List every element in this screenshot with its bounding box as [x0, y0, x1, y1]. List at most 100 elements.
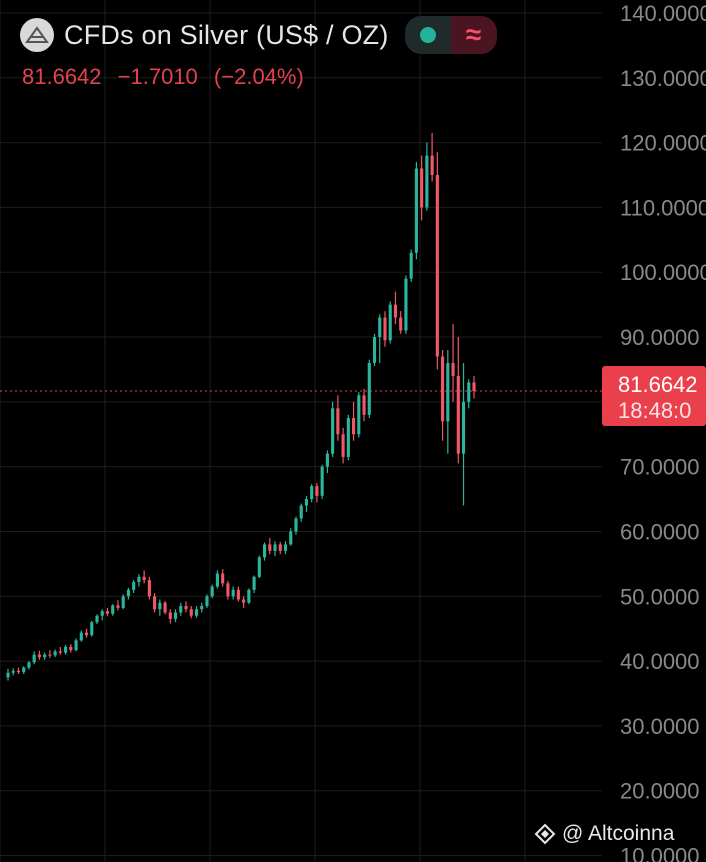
watermark-text: @ Altcoinna — [562, 822, 675, 845]
green-dot-icon[interactable] — [404, 16, 451, 54]
candle — [325, 450, 329, 474]
candle — [278, 541, 282, 555]
candle — [189, 605, 193, 619]
candle-body — [132, 582, 136, 590]
candle — [16, 667, 21, 675]
y-tick-label: 70.0000 — [620, 455, 700, 480]
candle — [310, 484, 314, 503]
candle — [200, 602, 204, 613]
y-tick-label: 110.0000 — [620, 195, 706, 220]
candle-body — [69, 646, 73, 651]
candle-body — [22, 667, 26, 673]
grid-lines — [0, 0, 602, 862]
candle-body — [137, 576, 141, 583]
candle-body — [32, 654, 36, 663]
candle-body — [48, 654, 52, 656]
candle — [388, 301, 392, 344]
candle-body — [315, 486, 319, 496]
candle — [367, 359, 371, 419]
candle-body — [231, 589, 235, 597]
y-tick-label: 10.0000 — [620, 844, 700, 862]
candle-body — [346, 418, 350, 457]
watermark: @ Altcoinna — [534, 822, 674, 846]
candle-body — [189, 609, 193, 616]
candle — [226, 580, 230, 600]
candle — [48, 650, 52, 658]
candle — [215, 570, 220, 589]
candle — [362, 388, 366, 422]
candle-body — [200, 605, 204, 610]
candle-body — [294, 518, 298, 532]
candle-body — [74, 640, 78, 651]
candle — [95, 614, 99, 625]
approx-wave-icon[interactable]: ≈ — [450, 16, 497, 54]
candle — [168, 609, 172, 624]
candle — [435, 152, 439, 370]
candle-body — [372, 337, 377, 363]
candle-body — [116, 605, 120, 608]
candle-body — [388, 304, 392, 341]
candle — [90, 620, 94, 637]
candle — [352, 401, 356, 441]
candle — [79, 630, 83, 642]
y-tick-label: 100.0000 — [620, 260, 706, 285]
candle-body — [262, 544, 267, 558]
candle — [315, 482, 319, 503]
candle-body — [393, 304, 398, 318]
y-axis[interactable]: 140.0000 130.0000 120.0000 110.0000 100.0000… — [620, 1, 706, 862]
candle — [32, 651, 36, 665]
y-tick-label: 20.0000 — [620, 779, 700, 804]
candle — [425, 142, 429, 211]
price-quote: 81.6642 −1.7010 (−2.04%) — [22, 64, 314, 90]
candle — [341, 427, 345, 464]
candle-body — [43, 654, 47, 658]
candle — [461, 362, 466, 506]
y-tick-label: 60.0000 — [620, 519, 700, 544]
candle — [357, 392, 361, 438]
candle — [247, 588, 251, 605]
candle-body — [367, 362, 371, 415]
candle-body — [304, 499, 309, 506]
candle-body — [420, 168, 424, 208]
candle — [64, 644, 68, 655]
current-price-time: 18:48:0 — [618, 398, 692, 423]
candle-body — [184, 605, 188, 610]
candle — [420, 155, 424, 221]
candle — [451, 324, 455, 402]
candle — [430, 132, 434, 182]
candle-body — [283, 544, 288, 551]
candle-body — [456, 375, 460, 454]
candle — [320, 464, 324, 500]
price-change-percent: (−2.04%) — [213, 64, 304, 89]
chart-title: CFDs on Silver (US$ / OZ) — [64, 19, 389, 50]
candle-body — [425, 155, 429, 208]
candle-body — [414, 168, 418, 253]
candle — [231, 586, 235, 600]
candle-body — [158, 602, 162, 610]
candle — [58, 646, 62, 655]
candle — [331, 401, 335, 457]
candle — [194, 605, 199, 618]
candle — [414, 162, 418, 260]
y-tick-label: 90.0000 — [620, 325, 700, 350]
candle-body — [461, 401, 466, 454]
candle-body — [467, 382, 471, 402]
candle — [378, 314, 382, 363]
candle — [158, 599, 162, 616]
candle — [456, 337, 460, 464]
candle — [179, 602, 183, 616]
candle-body — [126, 589, 130, 597]
candle-body — [100, 611, 104, 616]
candle — [6, 668, 10, 681]
candle — [283, 541, 288, 555]
candle — [242, 596, 246, 608]
candle — [252, 575, 256, 594]
candle-body — [90, 622, 94, 636]
y-tick-label: 120.0000 — [620, 131, 706, 156]
candle — [467, 379, 471, 409]
candle-body — [289, 531, 293, 545]
candle-body — [95, 615, 99, 623]
indicator-toggles[interactable]: ≈ — [404, 16, 497, 54]
candle-body — [320, 466, 324, 496]
